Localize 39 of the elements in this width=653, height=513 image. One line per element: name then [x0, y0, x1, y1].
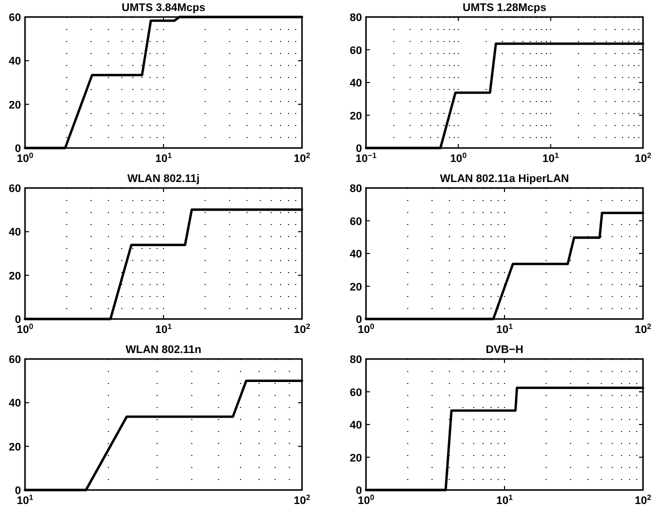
x-tick-label: 10$^{1}$ [496, 322, 514, 336]
x-tick-label: 10$^{0}$ [450, 150, 467, 165]
y-tick-label: 20 [350, 452, 362, 464]
x-tick-label: 10$^{2}$ [294, 492, 310, 507]
chart-title: UMTS 1.28Mcps [462, 2, 546, 14]
y-tick-label: 40 [350, 248, 362, 260]
y-tick-label: 60 [8, 354, 21, 366]
x-tick-label: 10$^{2}$ [294, 322, 310, 336]
x-tick-label: 10$^{1}$ [155, 322, 172, 336]
y-tick-label: 40 [350, 78, 362, 90]
y-tick-label: 60 [350, 216, 362, 228]
y-tick-label: 60 [350, 386, 362, 399]
y-tick-label: 60 [8, 12, 21, 24]
y-tick-label: 40 [350, 420, 362, 432]
y-tick-label: 40 [8, 56, 21, 68]
y-tick-label: 80 [350, 12, 362, 24]
x-tick-label: 10$^{1}$ [542, 150, 560, 165]
x-tick-label: 10$^{1}$ [155, 150, 172, 165]
x-tick-label: 10$^{2}$ [634, 322, 652, 336]
chart-title: WLAN 802.11a HiperLAN [440, 173, 570, 185]
y-tick-label: 20 [350, 110, 362, 122]
x-tick-label: 10$^{1}$ [496, 492, 514, 507]
y-tick-label: 40 [8, 226, 21, 239]
chart-title: WLAN 802.11n [126, 344, 202, 356]
y-tick-label: 20 [8, 441, 21, 454]
y-tick-label: 20 [8, 99, 21, 112]
y-tick-label: 20 [350, 281, 362, 294]
x-tick-label: 10$^{2}$ [294, 150, 310, 165]
chart-title: WLAN 802.11j [127, 173, 200, 185]
y-tick-label: 60 [350, 44, 362, 57]
chart-title: UMTS 3.84Mcps [122, 2, 206, 14]
x-tick-label: 10$^{2}$ [634, 150, 652, 165]
y-tick-label: 80 [350, 183, 362, 195]
y-tick-label: 20 [8, 270, 21, 282]
x-tick-label: 10$^{2}$ [634, 492, 652, 507]
y-tick-label: 60 [8, 183, 21, 195]
y-tick-label: 80 [350, 354, 362, 366]
y-tick-label: 40 [8, 398, 21, 410]
chart-title: DVB−H [486, 344, 524, 356]
